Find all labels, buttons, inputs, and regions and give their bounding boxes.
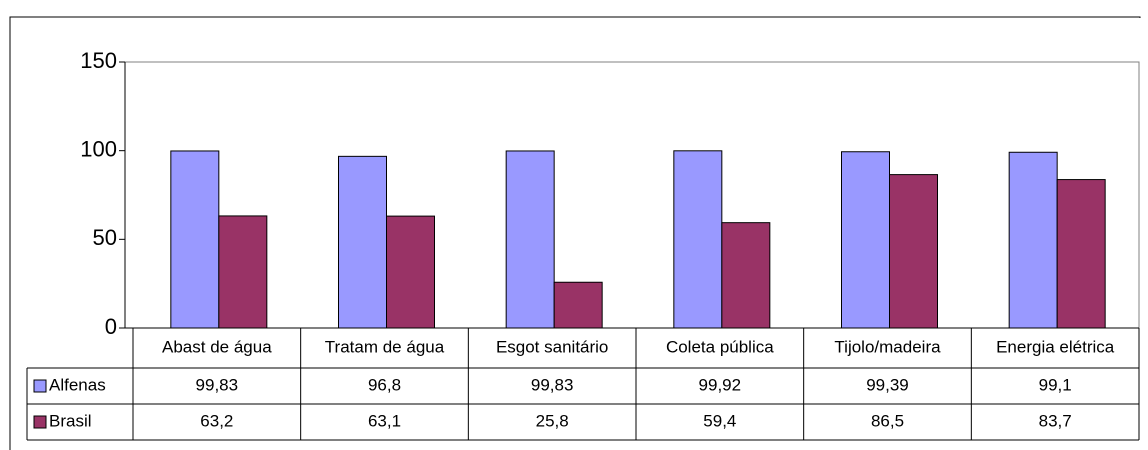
table-value: 86,5 [871,411,904,430]
bar [721,222,771,329]
y-tick-label: 150 [80,48,117,73]
bar [338,155,387,329]
bar [386,215,435,329]
bar [673,150,723,329]
table-value: 99,92 [699,375,742,394]
table-value: 63,2 [200,411,233,430]
table-value: 96,8 [368,375,401,394]
legend-label: Alfenas [49,375,106,394]
table-value: 99,83 [196,375,239,394]
table-value: 63,1 [368,411,401,430]
table-value: 25,8 [536,411,569,430]
table-value: 99,83 [531,375,574,394]
bar [505,150,555,329]
y-tick-label: 50 [93,225,117,250]
legend-key [33,415,47,429]
x-category-label: Esgot sanitário [496,337,608,356]
table-value: 99,1 [1039,375,1072,394]
table-value: 99,39 [866,375,909,394]
bar [1008,151,1058,329]
y-tick-label: 0 [105,314,117,339]
bar [889,174,938,329]
x-category-label: Energia elétrica [996,337,1115,356]
table-value: 83,7 [1039,411,1072,430]
y-tick-label: 100 [80,136,117,161]
x-category-label: Abast de água [162,337,272,356]
bar [553,281,603,329]
bar [170,150,220,329]
bar [841,151,890,329]
x-category-label: Tratam de água [325,337,445,356]
legend-key [33,379,47,393]
plot-area [124,61,1140,329]
chart-frame [9,16,1141,450]
legend-label: Brasil [49,411,92,430]
bar [218,215,268,329]
bar [1056,179,1106,329]
x-category-label: Coleta pública [666,337,774,356]
x-category-label: Tijolo/madeira [834,337,941,356]
table-value: 59,4 [703,411,736,430]
